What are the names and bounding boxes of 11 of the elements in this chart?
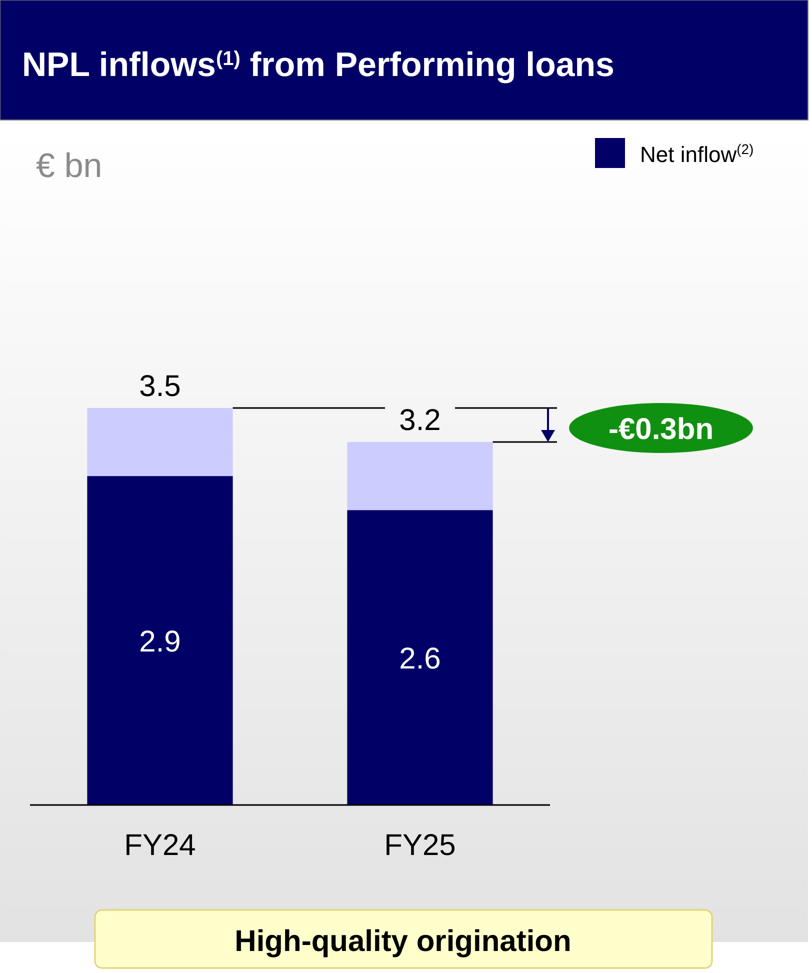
data-label: 2.6 <box>399 642 441 676</box>
total-label: 3.2 <box>399 404 441 438</box>
total-label: 3.5 <box>139 370 181 403</box>
legend-label: Net inflow$^{(2)}$ <box>640 141 754 167</box>
text: -€0.3bn <box>608 413 714 446</box>
x-tick-label: FY25 <box>384 829 456 862</box>
chart-title: NPL inflows$^{(1)}$ from Performing loans <box>22 46 614 84</box>
data-label: 2.9 <box>139 626 181 659</box>
x-tick-label: FY24 <box>124 829 196 862</box>
text: High-quality origination <box>234 925 572 958</box>
text: € bn <box>36 147 102 185</box>
